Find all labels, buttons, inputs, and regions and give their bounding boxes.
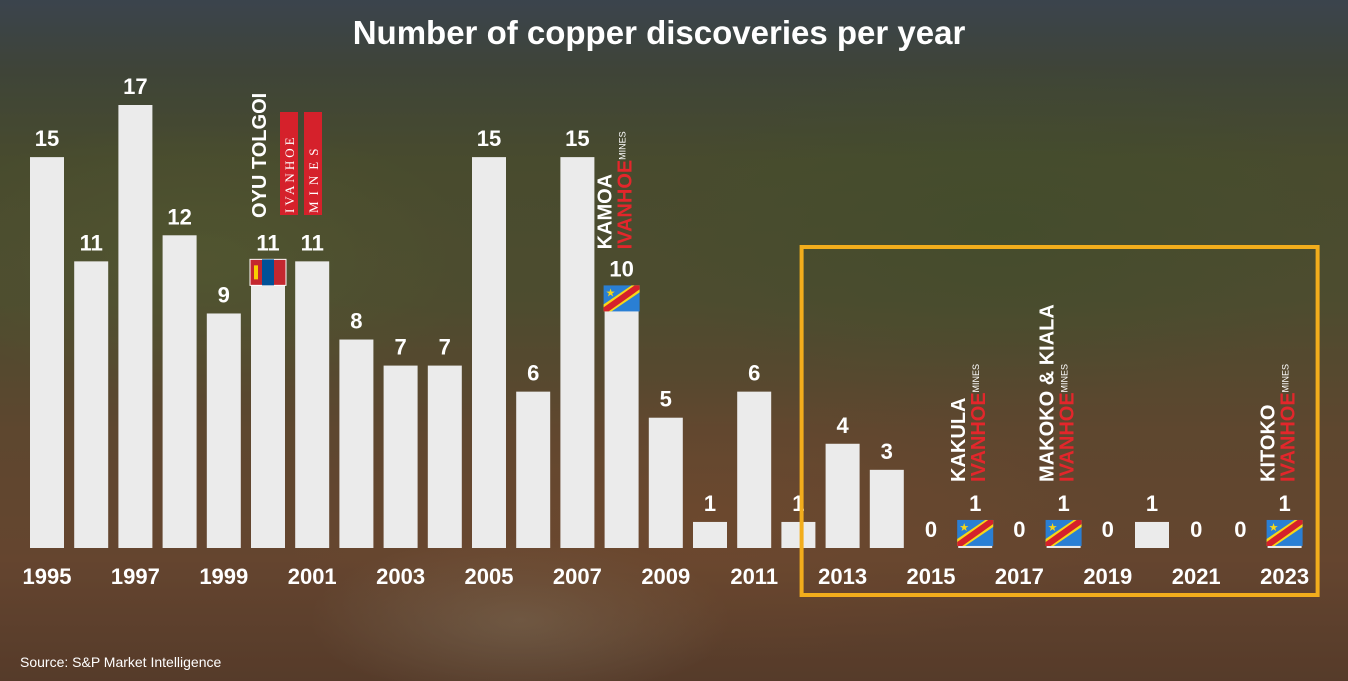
annotation-company-2023: IVANHOE — [1278, 392, 1300, 482]
x-tick-2013: 2013 — [818, 564, 867, 589]
chart-title: Number of copper discoveries per year — [352, 14, 966, 51]
bar-2007 — [560, 157, 595, 548]
bar-1998 — [162, 235, 197, 548]
value-label-2017: 0 — [1013, 517, 1025, 542]
x-tick-1999: 1999 — [199, 564, 248, 589]
x-tick-2001: 2001 — [288, 564, 337, 589]
annotation-company-2016: IVANHOE — [968, 392, 990, 482]
company-seal-2-2000 — [304, 112, 322, 215]
company-name-2000: IVANHOE — [282, 134, 297, 213]
x-tick-2017: 2017 — [995, 564, 1044, 589]
value-label-2007: 15 — [565, 126, 589, 151]
svg-text:★: ★ — [959, 521, 969, 534]
annotation-name-2023: KITOKO — [1258, 405, 1280, 482]
value-label-2018: 1 — [1057, 491, 1069, 516]
bar-1996 — [74, 261, 109, 548]
annotation-company-2008: IVANHOE — [615, 160, 637, 250]
drc-flag-2016: ★ — [957, 519, 994, 546]
x-tick-2005: 2005 — [465, 564, 514, 589]
annotation-suffix-2008: MINES — [618, 131, 628, 160]
annotation-name-2008: KAMOA — [595, 174, 617, 250]
company-seal-2000 — [280, 112, 298, 215]
value-label-1996: 11 — [80, 230, 103, 255]
value-label-2011: 6 — [748, 361, 760, 386]
value-label-2016: 1 — [969, 491, 981, 516]
bar-2005 — [472, 157, 506, 548]
bar-2002 — [339, 339, 374, 548]
company-name-2-2000: MINES — [306, 143, 321, 213]
source-note: Source: S&P Market Intelligence — [20, 654, 222, 670]
bar-2004 — [427, 365, 462, 548]
annotation-company-2018: IVANHOE — [1057, 392, 1079, 482]
value-label-2001: 11 — [301, 230, 324, 255]
mongolia-flag — [249, 258, 287, 286]
x-tick-2021: 2021 — [1172, 564, 1221, 589]
bar-1997 — [118, 105, 153, 548]
svg-text:★: ★ — [1048, 521, 1058, 534]
annotation-suffix-2016: MINES — [971, 364, 981, 393]
highlight-box — [799, 245, 1320, 597]
bar-2008 — [604, 287, 639, 548]
annotation-suffix-2023: MINES — [1281, 364, 1291, 393]
drc-flag-2023: ★ — [1266, 519, 1303, 546]
value-label-2014: 3 — [881, 439, 893, 464]
value-label-2000: 11 — [256, 230, 279, 255]
x-tick-2023: 2023 — [1260, 564, 1309, 589]
value-label-1998: 12 — [167, 204, 191, 229]
bar-2009 — [648, 417, 683, 548]
svg-text:★: ★ — [1269, 521, 1279, 534]
bar-2001 — [295, 261, 330, 548]
annotation-name-2018: MAKOKO & KIALA — [1037, 304, 1059, 482]
drc-flag-2008: ★ — [603, 285, 640, 312]
bar-2006 — [516, 391, 551, 548]
value-label-2003: 7 — [394, 335, 406, 360]
value-label-2005: 15 — [477, 126, 501, 151]
value-label-1997: 17 — [123, 74, 147, 99]
bar-2003 — [383, 365, 418, 548]
annotation-name-2000: OYU TOLGOI — [249, 93, 271, 218]
bar-2000 — [251, 261, 285, 548]
value-label-2004: 7 — [439, 335, 451, 360]
value-label-2006: 6 — [527, 361, 539, 386]
x-tick-1995: 1995 — [23, 564, 72, 589]
bar-2011 — [737, 391, 772, 548]
x-tick-2011: 2011 — [730, 564, 778, 589]
annotation-suffix-2018: MINES — [1060, 364, 1070, 393]
value-label-2009: 5 — [660, 387, 672, 412]
value-label-2010: 1 — [704, 491, 716, 516]
bar-2012 — [781, 521, 816, 548]
value-label-2022: 0 — [1234, 517, 1246, 542]
x-tick-1997: 1997 — [111, 564, 160, 589]
drc-flag-2018: ★ — [1045, 519, 1082, 546]
value-label-2019: 0 — [1102, 517, 1114, 542]
x-tick-2015: 2015 — [907, 564, 956, 589]
annotation-name-2016: KAKULA — [948, 398, 970, 482]
x-tick-2009: 2009 — [641, 564, 690, 589]
value-label-1999: 9 — [218, 282, 230, 307]
value-label-2002: 8 — [350, 309, 362, 334]
value-label-2021: 0 — [1190, 517, 1202, 542]
bar-2014 — [869, 469, 904, 548]
value-label-2023: 1 — [1278, 491, 1290, 516]
x-tick-2003: 2003 — [376, 564, 425, 589]
bar-2020 — [1135, 521, 1169, 548]
value-label-2020: 1 — [1146, 491, 1158, 516]
bar-1999 — [206, 313, 241, 548]
value-label-2008: 10 — [609, 256, 633, 281]
value-label-1995: 15 — [35, 126, 59, 151]
bar-2010 — [693, 521, 727, 548]
x-tick-2019: 2019 — [1083, 564, 1132, 589]
svg-text:★: ★ — [606, 286, 616, 299]
bar-2013 — [825, 443, 860, 548]
value-label-2013: 4 — [836, 413, 849, 438]
bar-1995 — [30, 157, 64, 548]
value-label-2015: 0 — [925, 517, 937, 542]
x-tick-2007: 2007 — [553, 564, 602, 589]
